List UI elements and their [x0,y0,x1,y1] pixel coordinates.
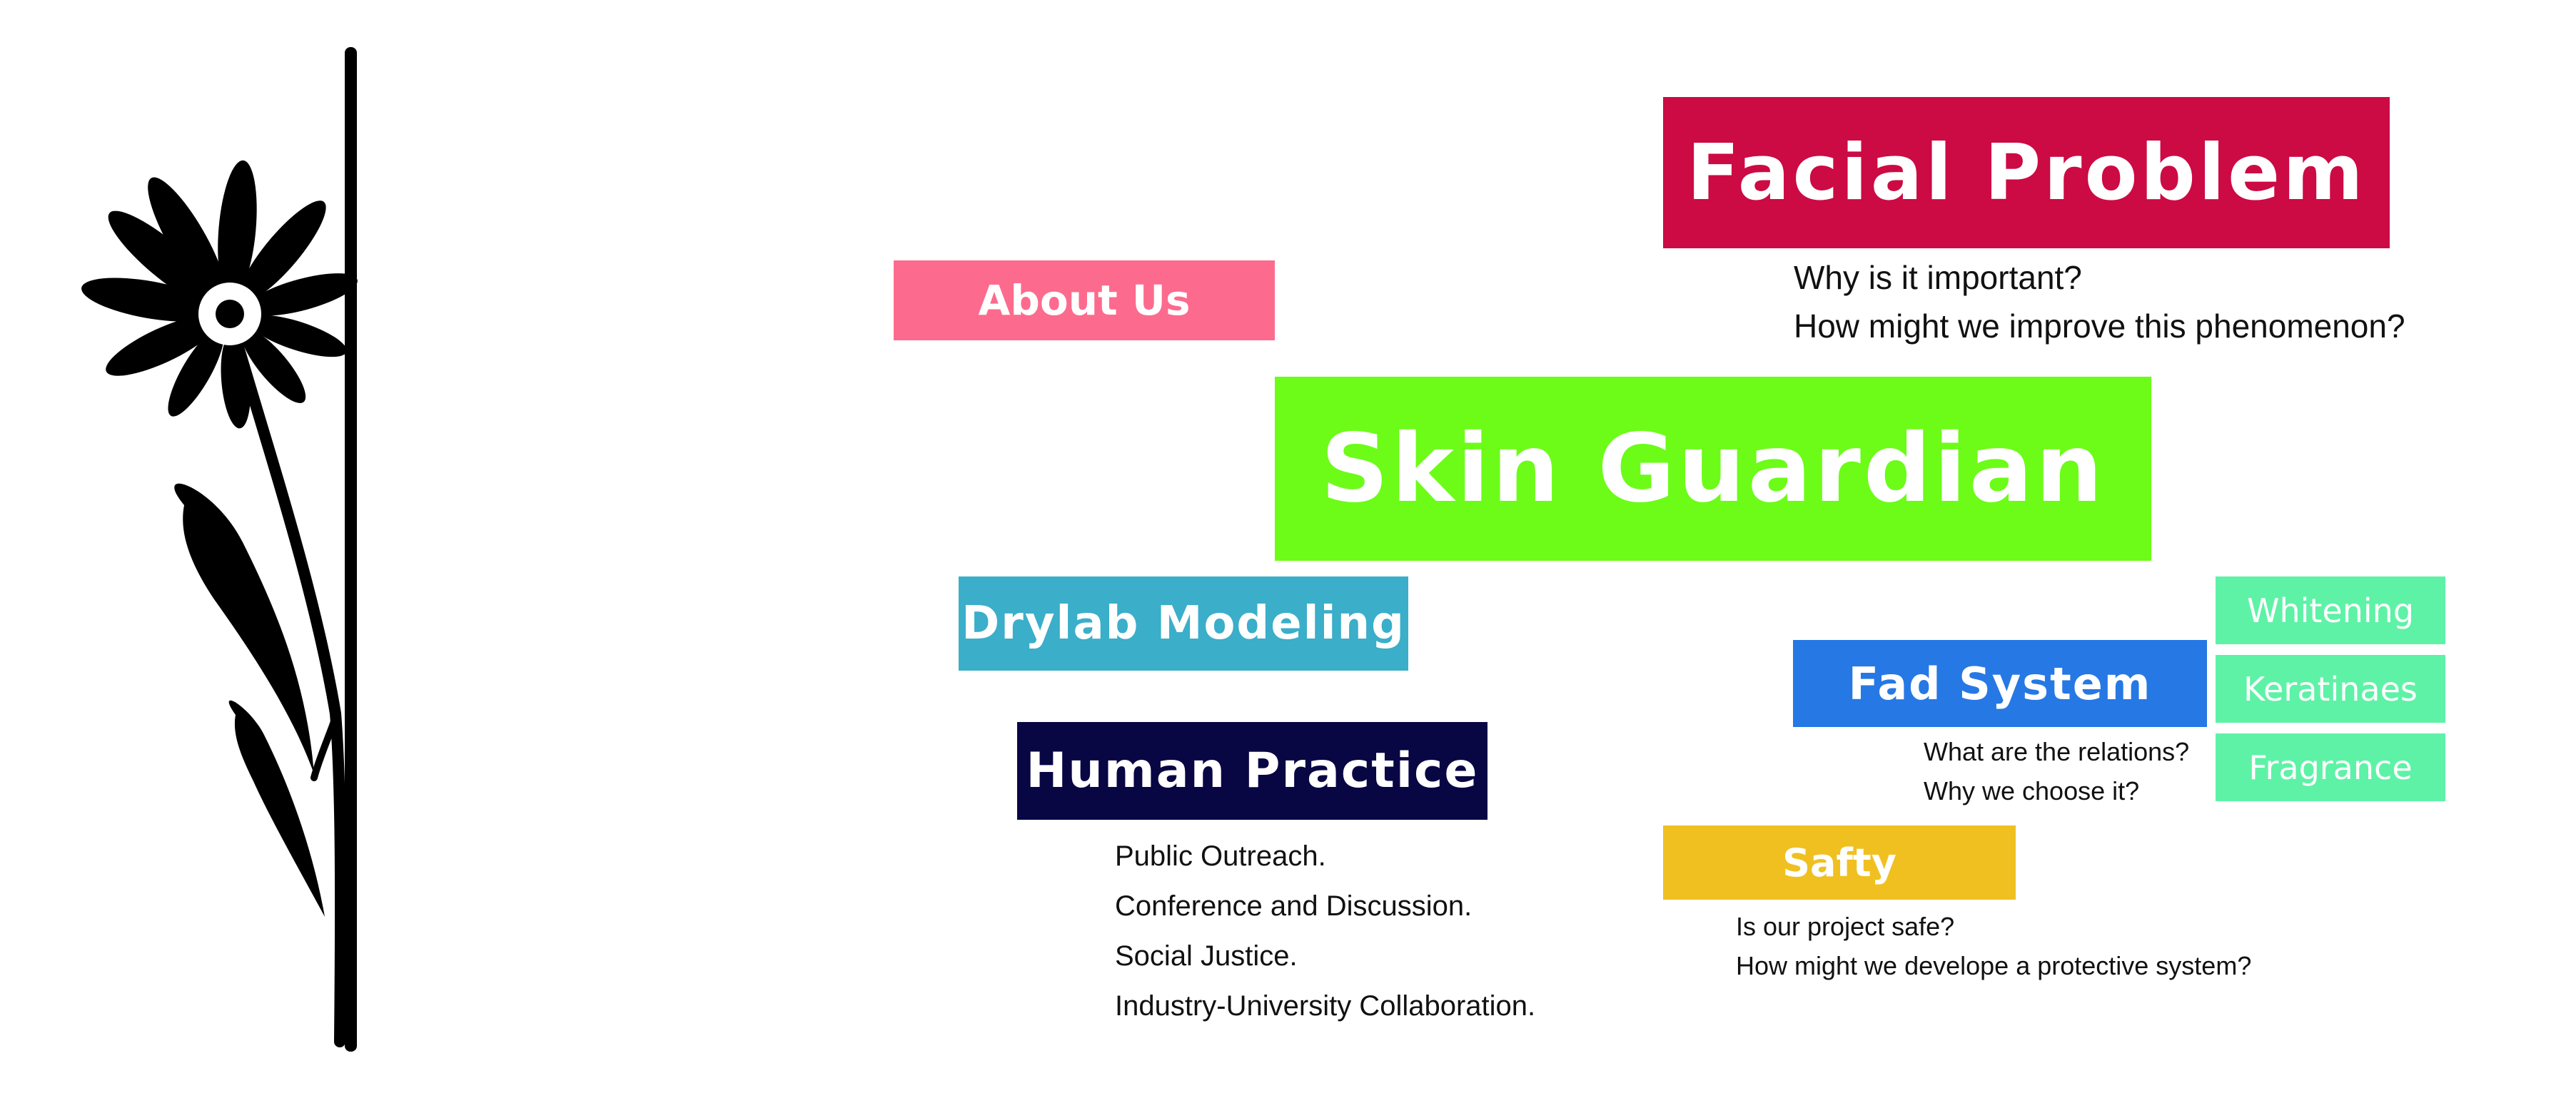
flower-head [81,160,358,429]
about-us-button[interactable]: About Us [894,260,1275,340]
leaf-upper [174,483,314,774]
skin-guardian-button[interactable]: Skin Guardian [1275,377,2151,561]
human-practice-note-3: Social Justice. [1115,940,1298,972]
facial-problem-note-1: Why is it important? [1794,259,2082,296]
human-practice-note-4: Industry-University Collaboration. [1115,990,1536,1022]
fragrance-button[interactable]: Fragrance [2216,733,2445,801]
flower-center [216,300,244,328]
safty-note-1: Is our project safe? [1736,912,1955,941]
human-practice-button[interactable]: Human Practice [1017,722,1487,820]
fad-system-note-2: Why we choose it? [1924,776,2140,805]
fad-system-note-1: What are the relations? [1924,737,2190,766]
facial-problem-note-2: How might we improve this phenomenon? [1794,308,2405,345]
fad-system-button[interactable]: Fad System [1793,640,2207,727]
whitening-button[interactable]: Whitening [2216,576,2445,644]
human-practice-note-2: Conference and Discussion. [1115,890,1473,922]
human-practice-note-1: Public Outreach. [1115,840,1326,872]
safty-note-2: How might we develope a protective syste… [1736,951,2252,980]
divider-line [345,47,357,1052]
daisy-flower-icon [81,47,358,1052]
safty-button[interactable]: Safty [1663,825,2016,900]
keratinaes-button[interactable]: Keratinaes [2216,655,2445,723]
facial-problem-button[interactable]: Facial Problem [1663,97,2390,248]
drylab-modeling-button[interactable]: Drylab Modeling [959,576,1408,671]
leaf-lower [228,700,325,917]
flower-stem-branch [310,710,340,781]
